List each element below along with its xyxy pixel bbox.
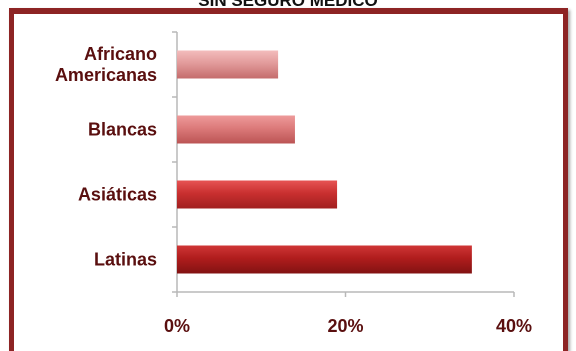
x-tick-label: 40%	[496, 316, 532, 336]
chart-title: SIN SEGURO MÉDICO	[198, 0, 378, 10]
y-category-label: Africano	[84, 44, 157, 64]
y-category-label: Blancas	[88, 120, 157, 140]
x-tick-label: 20%	[327, 316, 363, 336]
bar	[177, 115, 295, 144]
chart-frame	[9, 8, 568, 351]
bar	[177, 50, 279, 79]
y-category-label: Asiáticas	[78, 185, 157, 205]
bar	[177, 180, 338, 209]
x-tick-label: 0%	[164, 316, 190, 336]
bar	[177, 245, 472, 274]
y-category-label: Americanas	[55, 65, 157, 85]
y-category-label: Latinas	[94, 250, 157, 270]
